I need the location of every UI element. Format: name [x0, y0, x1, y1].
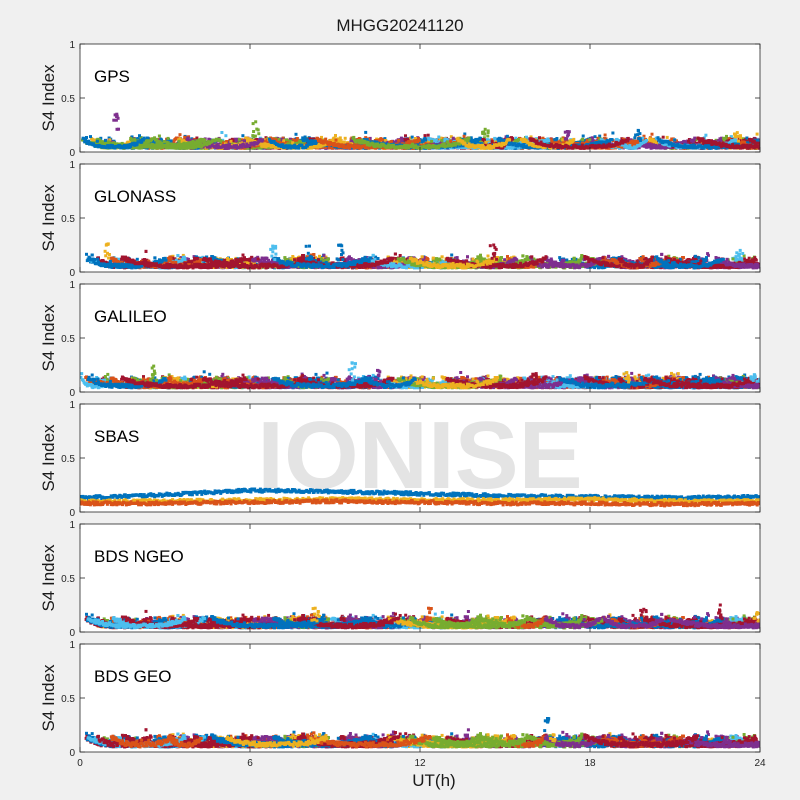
- s4-point: [381, 140, 384, 144]
- s4-point: [183, 135, 187, 139]
- s4-point: [668, 139, 672, 143]
- s4-point: [648, 137, 652, 141]
- s4-point: [403, 138, 406, 142]
- s4-point: [525, 135, 528, 139]
- s4-point: [368, 136, 372, 140]
- s4-point: [598, 134, 602, 138]
- s4-point: [652, 138, 656, 142]
- s4-point: [596, 136, 600, 140]
- s4-point: [581, 134, 585, 138]
- s4-point: [233, 137, 237, 141]
- s4-point: [493, 136, 497, 140]
- s4-point: [427, 139, 430, 143]
- s4-point: [107, 136, 111, 140]
- s4-point: [581, 138, 585, 142]
- s4-point: [490, 140, 494, 144]
- s4-point: [426, 133, 430, 137]
- data-points: [81, 112, 760, 150]
- s4-point: [130, 135, 134, 139]
- s4-point: [295, 139, 299, 143]
- s4-point: [295, 137, 299, 140]
- s4-point: [220, 131, 224, 134]
- s4-point: [603, 133, 607, 137]
- s4-point: [650, 137, 654, 141]
- s4-point: [294, 132, 298, 136]
- s4-point: [90, 137, 94, 141]
- s4-point: [404, 134, 407, 138]
- s4-point: [135, 137, 139, 141]
- s4-point: [602, 137, 606, 141]
- s4-point: [510, 136, 513, 140]
- s4-point: [340, 141, 344, 144]
- s4-point: [593, 135, 597, 139]
- s4-point: [326, 146, 330, 150]
- s4-point: [741, 137, 745, 141]
- s4-point: [454, 137, 458, 141]
- s4-point: [649, 140, 653, 144]
- s4-point: [725, 134, 728, 138]
- s4-point: [510, 138, 514, 142]
- s4-point: [423, 134, 427, 138]
- s4-point: [439, 136, 443, 140]
- s4-point: [136, 137, 140, 141]
- s4-point: [241, 134, 245, 138]
- s4-point: [650, 132, 654, 136]
- s4-point: [487, 138, 491, 142]
- s4-point: [195, 136, 199, 140]
- s4-point: [264, 136, 268, 140]
- s4-point: [176, 136, 180, 140]
- s4-point: [424, 141, 428, 145]
- s4-point: [92, 138, 96, 142]
- s4-point: [288, 137, 292, 141]
- s4-point: [449, 135, 453, 139]
- s4-point: [384, 139, 388, 142]
- s4-point: [89, 135, 92, 139]
- s4-point: [108, 138, 112, 142]
- plot-area: [80, 44, 760, 152]
- s4-point: [665, 135, 669, 139]
- s4-point: [383, 137, 387, 141]
- s4-point: [400, 138, 404, 142]
- s4-point: [178, 133, 182, 137]
- s4-point: [175, 136, 178, 140]
- s4-point: [339, 139, 343, 143]
- s4-point: [654, 141, 658, 145]
- s4-point: [224, 134, 228, 138]
- s4-point: [343, 136, 347, 140]
- s4-point: [342, 140, 346, 144]
- s4-point: [338, 141, 342, 145]
